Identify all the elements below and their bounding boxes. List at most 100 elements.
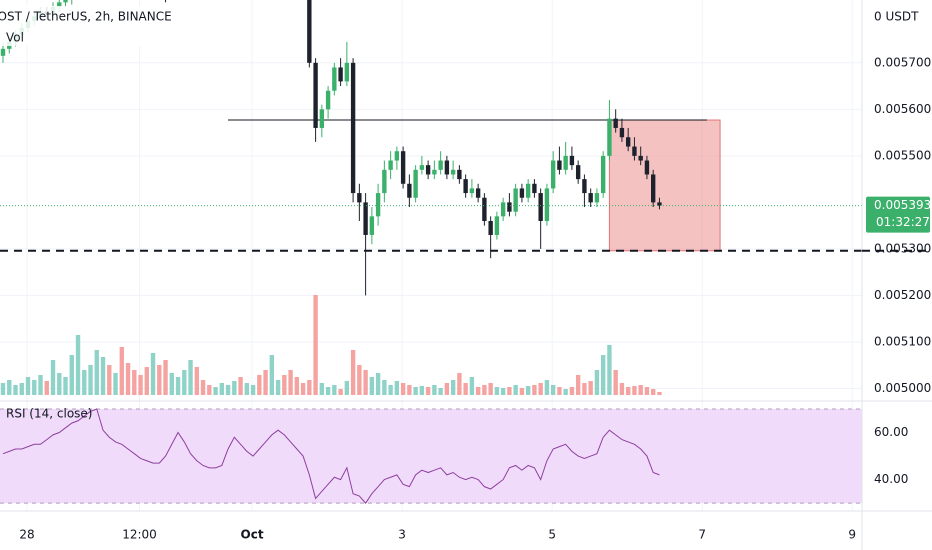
volume-bar: [232, 381, 237, 395]
volume-bar: [550, 385, 556, 395]
rsi-line: [2, 408, 660, 504]
volume-bar: [50, 360, 56, 395]
volume-bar: [500, 388, 506, 395]
volume-bar: [169, 373, 174, 395]
candle-body: [507, 202, 512, 212]
candle-body: [469, 188, 475, 194]
volume-bar: [513, 385, 518, 395]
candle-body: [563, 155, 568, 170]
last-price-label: 0.005393: [874, 198, 931, 212]
symbol-title: IOST / TetherUS, 2h, BINANCE: [0, 10, 172, 24]
candle-body: [657, 202, 662, 206]
volume-bar: [332, 385, 337, 395]
volume-bar: [313, 295, 318, 395]
volume-bar: [19, 383, 24, 395]
candle-body: [57, 2, 62, 7]
volume-bar: [300, 383, 306, 395]
x-tick-label: 9: [848, 528, 856, 542]
volume-bar: [588, 381, 593, 395]
y-tick-label: 0.005000: [874, 381, 931, 395]
candle-body: [619, 127, 625, 138]
candle-body: [425, 165, 431, 175]
y-tick-label: 0.005200: [874, 288, 931, 302]
candle-body: [350, 62, 356, 194]
candle-body: [407, 183, 412, 198]
volume-bar: [538, 383, 543, 395]
candle-body: [488, 220, 493, 235]
candle-body: [625, 137, 631, 147]
rsi-tick-label: 60.00: [874, 425, 908, 439]
candle-body: [0, 48, 6, 56]
volume-bar: [238, 377, 243, 395]
volume-bar: [138, 375, 143, 395]
x-tick-label: 3: [398, 528, 406, 542]
volume-bar: [432, 385, 437, 395]
volume-bar: [619, 383, 625, 395]
volume-bar: [257, 375, 262, 395]
candle-body: [388, 160, 393, 170]
x-tick-label: Oct: [241, 528, 264, 542]
volume-bar: [32, 380, 37, 395]
y-tick-label: 0.005100: [874, 334, 931, 348]
volume-bar: [532, 385, 537, 395]
volume-bar: [338, 389, 343, 395]
candle-body: [457, 169, 462, 180]
volume-bar: [644, 387, 650, 395]
candle-body: [369, 216, 375, 235]
candle-body: [344, 62, 350, 82]
rsi-label: RSI (14, close): [6, 407, 92, 421]
x-tick-label: 28: [19, 528, 34, 542]
volume-bar: [0, 383, 6, 395]
volume-bar: [469, 377, 475, 395]
candle-body: [525, 183, 531, 198]
volume-bar: [394, 381, 400, 395]
candle-body: [438, 160, 443, 170]
candle-body: [375, 193, 381, 217]
volume-bar: [457, 373, 462, 395]
candle-body: [607, 118, 612, 156]
volume-bar: [163, 360, 168, 395]
volume-bar: [600, 355, 606, 395]
candle-body: [575, 165, 581, 180]
volume-bar: [275, 380, 281, 395]
volume-bar: [63, 377, 68, 395]
volume-bar: [407, 385, 412, 395]
last-price-box: [866, 196, 930, 233]
volume-bar: [450, 380, 456, 395]
volume-bar: [150, 353, 156, 395]
volume-bar: [325, 387, 331, 395]
legend-bg: [0, 6, 185, 46]
candle-body: [569, 155, 575, 166]
rsi-band: [0, 409, 862, 504]
volume-bar: [188, 360, 193, 395]
volume-bar: [144, 367, 149, 395]
price-pane: [0, 0, 862, 395]
volume-bar: [419, 386, 425, 395]
volume-bar: [200, 380, 206, 395]
candle-body: [494, 216, 500, 235]
volume-bar: [575, 375, 581, 395]
volume-bar: [100, 357, 106, 395]
candle-body: [444, 160, 450, 175]
volume-bar: [625, 387, 631, 395]
candle-body: [357, 193, 362, 203]
volume-bar: [132, 370, 137, 395]
y-tick-label: 0.005700: [874, 55, 931, 69]
volume-bar: [69, 355, 74, 395]
y-tick-label: 0.005300: [874, 241, 931, 255]
volume-bar: [288, 370, 293, 395]
candle-body: [638, 155, 643, 161]
candle-body: [513, 188, 518, 212]
volume-bar: [107, 365, 112, 395]
rsi-tick-label: 40.00: [874, 472, 908, 486]
volume-bar: [438, 388, 443, 395]
volume-bar: [488, 383, 493, 395]
candle-body: [363, 202, 368, 235]
volume-bar: [294, 377, 300, 395]
candle-body: [651, 174, 656, 203]
rsi-pane: [0, 408, 862, 504]
volume-bar: [607, 345, 612, 395]
candle-body: [482, 197, 487, 221]
volume-bar: [207, 385, 212, 395]
